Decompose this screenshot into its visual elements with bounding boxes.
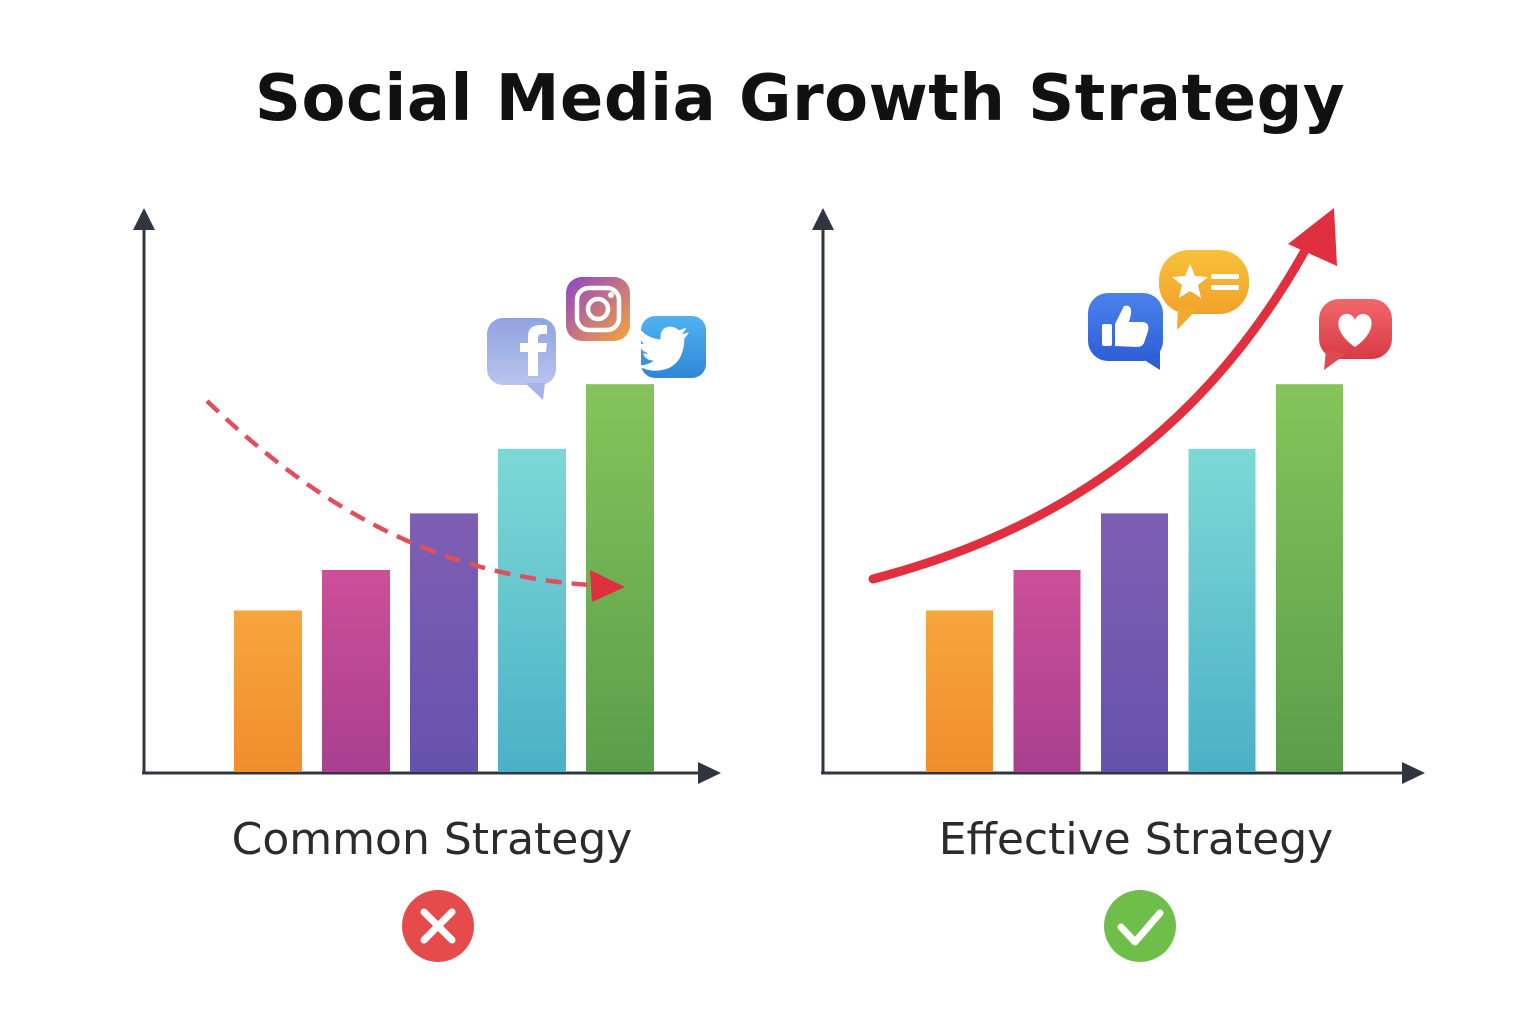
chart-label-common: Common Strategy	[232, 814, 633, 865]
bars	[234, 384, 654, 772]
bar-2	[1013, 570, 1081, 772]
trend-line-solid	[868, 240, 1313, 584]
axes	[812, 208, 1425, 784]
y-axis-arrow-icon	[133, 208, 155, 230]
y-axis-arrow-icon	[812, 208, 834, 230]
trend-line-dashed	[205, 399, 593, 588]
bar-1	[926, 610, 993, 772]
bars	[926, 384, 1343, 772]
x-axis-arrow-icon	[1402, 762, 1425, 784]
cross-icon	[402, 890, 474, 962]
bar-1	[234, 610, 302, 772]
check-icon	[1104, 890, 1176, 962]
instagram-icon	[566, 277, 630, 341]
page-title: Social Media Growth Strategy	[254, 62, 1346, 136]
twitter-icon	[637, 316, 706, 378]
chart-effective-strategy: Effective Strategy	[812, 208, 1425, 962]
chart-common-strategy: Common Strategy	[133, 208, 721, 962]
thumbs-up-icon	[1088, 293, 1163, 370]
star-review-icon	[1159, 250, 1249, 330]
bar-5	[1276, 384, 1343, 772]
bar-3	[1101, 513, 1168, 772]
axes	[133, 208, 721, 784]
chart-label-effective: Effective Strategy	[939, 814, 1333, 865]
x-axis-arrow-icon	[698, 762, 721, 784]
trend-arrow-icon	[590, 570, 625, 602]
trend-arrow-icon	[1288, 208, 1337, 266]
bar-2	[322, 570, 390, 772]
heart-icon	[1319, 299, 1392, 370]
bar-4	[1188, 448, 1256, 772]
facebook-icon	[487, 318, 556, 400]
bar-3	[410, 513, 478, 772]
bar-4	[498, 448, 566, 772]
